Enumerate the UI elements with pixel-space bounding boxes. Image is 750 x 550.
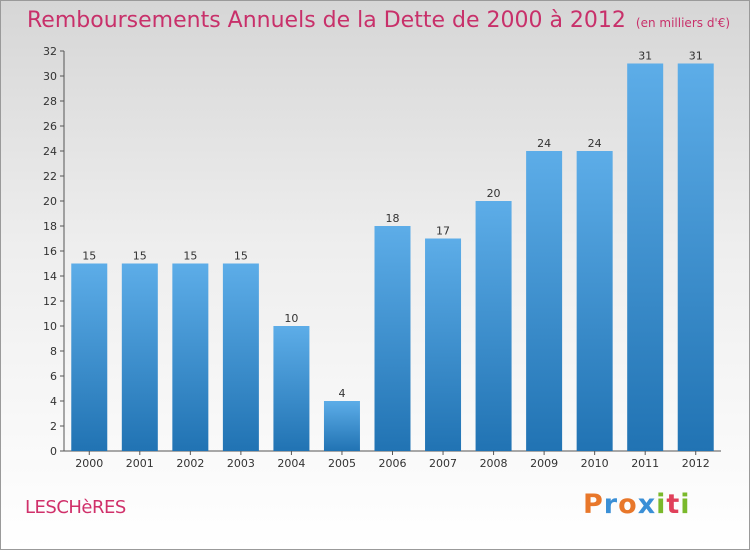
- bar-value-label: 10: [284, 312, 298, 325]
- y-tick-label: 26: [43, 120, 57, 133]
- bar: [172, 263, 209, 451]
- bar-value-label: 20: [487, 187, 501, 200]
- y-tick-label: 24: [43, 145, 57, 158]
- x-tick-label: 2004: [277, 457, 305, 470]
- bar-value-label: 15: [183, 250, 197, 263]
- x-tick-label: 2008: [480, 457, 508, 470]
- proxiti-logo[interactable]: Proxiti: [583, 489, 691, 520]
- y-tick-label: 14: [43, 270, 57, 283]
- chart-title-text: Remboursements Annuels de la Dette de 20…: [27, 8, 626, 33]
- commune-name: LESCHèRES: [25, 497, 126, 518]
- bar: [374, 226, 411, 451]
- y-tick-label: 4: [50, 395, 57, 408]
- bar: [475, 201, 512, 451]
- logo-letter: o: [618, 489, 638, 520]
- y-tick-label: 12: [43, 295, 57, 308]
- bar-value-label: 15: [82, 250, 96, 263]
- y-tick-label: 30: [43, 70, 57, 83]
- x-tick-label: 2003: [227, 457, 255, 470]
- bar: [677, 63, 714, 451]
- bar-value-label: 17: [436, 225, 450, 238]
- bar: [526, 151, 563, 451]
- bar: [121, 263, 158, 451]
- bar-value-label: 18: [386, 212, 400, 225]
- bar: [627, 63, 664, 451]
- bar: [222, 263, 259, 451]
- logo-letter: t: [666, 489, 681, 520]
- bar: [576, 151, 613, 451]
- bar-value-label: 24: [588, 137, 602, 150]
- y-tick-label: 8: [50, 345, 57, 358]
- x-tick-label: 2012: [682, 457, 710, 470]
- bar: [323, 401, 360, 451]
- x-tick-label: 2007: [429, 457, 457, 470]
- x-tick-label: 2000: [75, 457, 103, 470]
- bar: [71, 263, 108, 451]
- x-tick-label: 2006: [379, 457, 407, 470]
- x-tick-label: 2009: [530, 457, 558, 470]
- y-tick-label: 32: [43, 45, 57, 58]
- bar-value-label: 31: [638, 50, 652, 63]
- y-tick-label: 28: [43, 95, 57, 108]
- bar: [425, 238, 462, 451]
- x-tick-label: 2002: [176, 457, 204, 470]
- y-tick-label: 18: [43, 220, 57, 233]
- chart-title: Remboursements Annuels de la Dette de 20…: [27, 8, 730, 33]
- bar-value-label: 15: [133, 250, 147, 263]
- logo-letter: P: [583, 489, 604, 520]
- x-tick-label: 2001: [126, 457, 154, 470]
- chart-subtitle: (en milliers d'€): [635, 16, 731, 30]
- y-tick-label: 20: [43, 195, 57, 208]
- bar-value-label: 4: [338, 387, 345, 400]
- y-tick-label: 0: [50, 445, 57, 458]
- logo-letter: i: [656, 489, 667, 520]
- bar-value-label: 24: [537, 137, 551, 150]
- y-tick-label: 16: [43, 245, 57, 258]
- y-tick-label: 6: [50, 370, 57, 383]
- logo-letter: r: [603, 489, 619, 520]
- x-tick-label: 2010: [581, 457, 609, 470]
- bar: [273, 326, 310, 451]
- y-tick-label: 10: [43, 320, 57, 333]
- logo-letter: x: [637, 489, 657, 520]
- y-tick-label: 22: [43, 170, 57, 183]
- logo-letter: i: [680, 489, 691, 520]
- x-tick-label: 2011: [631, 457, 659, 470]
- x-tick-label: 2005: [328, 457, 356, 470]
- y-tick-label: 2: [50, 420, 57, 433]
- bar-value-label: 31: [689, 50, 703, 63]
- bar-value-label: 15: [234, 250, 248, 263]
